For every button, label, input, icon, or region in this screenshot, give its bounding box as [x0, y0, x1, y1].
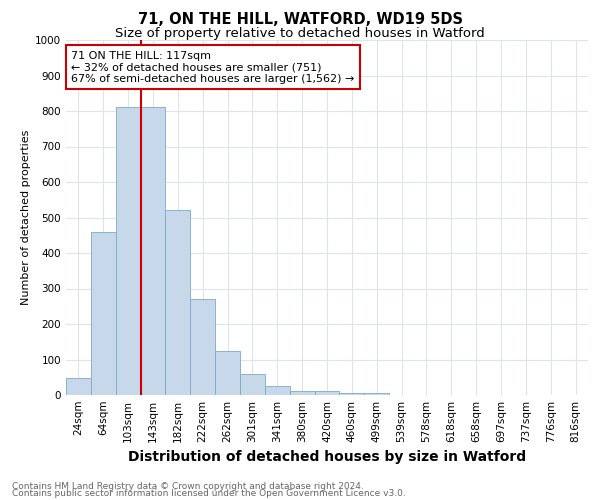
- Bar: [190, 299, 215, 395]
- Bar: [166, 210, 190, 395]
- Bar: [240, 374, 265, 395]
- Text: Size of property relative to detached houses in Watford: Size of property relative to detached ho…: [115, 28, 485, 40]
- Bar: [340, 392, 364, 395]
- Bar: [116, 108, 140, 395]
- Bar: [314, 390, 340, 395]
- X-axis label: Distribution of detached houses by size in Watford: Distribution of detached houses by size …: [128, 450, 526, 464]
- Y-axis label: Number of detached properties: Number of detached properties: [21, 130, 31, 305]
- Text: 71 ON THE HILL: 117sqm
← 32% of detached houses are smaller (751)
67% of semi-de: 71 ON THE HILL: 117sqm ← 32% of detached…: [71, 50, 355, 84]
- Text: Contains public sector information licensed under the Open Government Licence v3: Contains public sector information licen…: [12, 489, 406, 498]
- Bar: [66, 378, 91, 395]
- Text: Contains HM Land Registry data © Crown copyright and database right 2024.: Contains HM Land Registry data © Crown c…: [12, 482, 364, 491]
- Bar: [265, 386, 290, 395]
- Bar: [215, 350, 240, 395]
- Bar: [364, 392, 389, 395]
- Bar: [290, 390, 314, 395]
- Bar: [91, 232, 116, 395]
- Bar: [140, 108, 166, 395]
- Text: 71, ON THE HILL, WATFORD, WD19 5DS: 71, ON THE HILL, WATFORD, WD19 5DS: [137, 12, 463, 28]
